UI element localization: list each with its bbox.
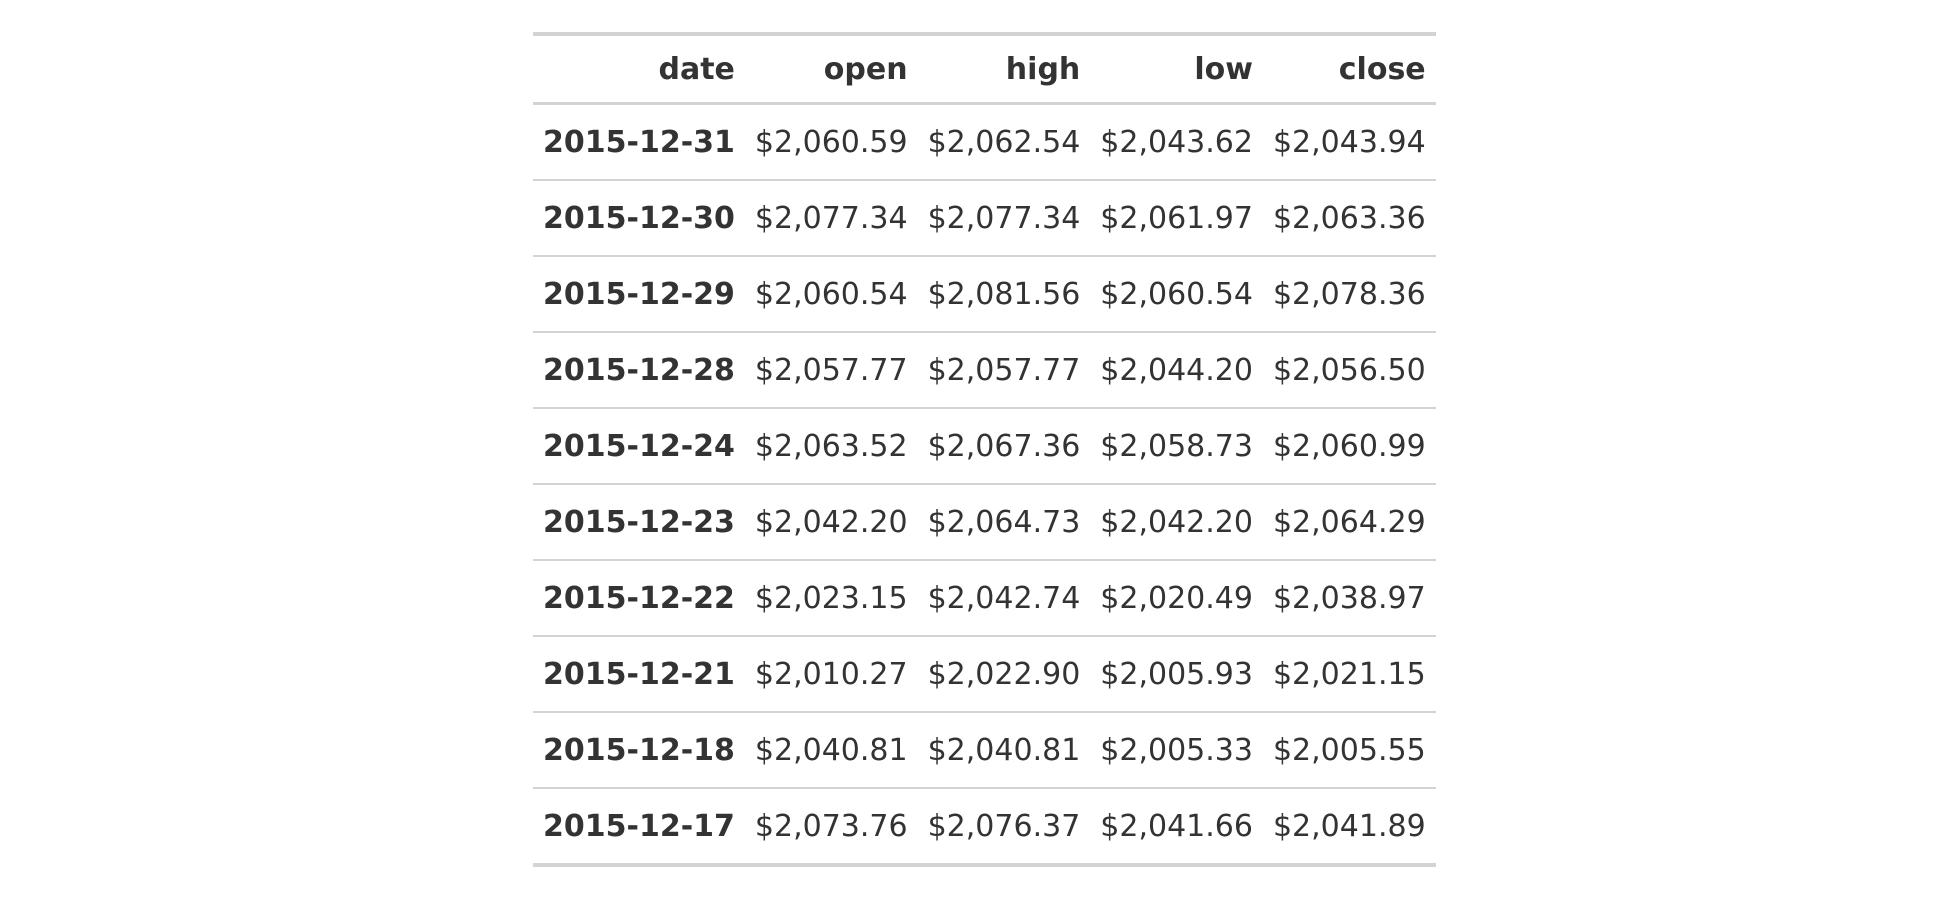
- cell-close: $2,041.89: [1272, 808, 1426, 844]
- cell-close: $2,005.55: [1272, 732, 1426, 768]
- cell-open: $2,060.54: [754, 276, 908, 312]
- table-row: 2015-12-22 $2,023.15 $2,042.74 $2,020.49 $2,…: [533, 560, 1436, 636]
- stock-price-table: date open high low close 2015-12-31 $2,06…: [533, 32, 1436, 867]
- cell-date: 2015-12-21: [543, 656, 735, 692]
- table-row: 2015-12-28 $2,057.77 $2,057.77 $2,044.20 $2,…: [533, 332, 1436, 408]
- cell-low: $2,005.33: [1100, 732, 1253, 768]
- cell-high: $2,081.56: [927, 276, 1081, 312]
- cell-open: $2,063.52: [754, 428, 908, 464]
- cell-low: $2,058.73: [1100, 428, 1253, 464]
- cell-close: $2,060.99: [1272, 428, 1426, 464]
- cell-open: $2,060.59: [754, 124, 908, 160]
- cell-close: $2,078.36: [1272, 276, 1426, 312]
- column-header-close: close: [1338, 51, 1426, 87]
- cell-open: $2,023.15: [754, 580, 908, 616]
- cell-open: $2,010.27: [754, 656, 908, 692]
- cell-close: $2,064.29: [1272, 504, 1426, 540]
- cell-close: $2,038.97: [1272, 580, 1426, 616]
- cell-date: 2015-12-30: [543, 200, 735, 236]
- cell-low: $2,043.62: [1100, 124, 1253, 160]
- cell-date: 2015-12-29: [543, 276, 735, 312]
- table-body: 2015-12-31 $2,060.59 $2,062.54 $2,043.62 $2,…: [533, 104, 1436, 865]
- cell-open: $2,042.20: [754, 504, 908, 540]
- table-container: date open high low close 2015-12-31 $2,06…: [533, 32, 1436, 867]
- cell-high: $2,077.34: [927, 200, 1081, 236]
- cell-high: $2,040.81: [927, 732, 1081, 768]
- table-row: 2015-12-24 $2,063.52 $2,067.36 $2,058.73 $2,…: [533, 408, 1436, 484]
- header-row: date open high low close: [533, 34, 1436, 104]
- cell-date: 2015-12-23: [543, 504, 735, 540]
- cell-low: $2,005.93: [1100, 656, 1253, 692]
- cell-open: $2,073.76: [754, 808, 908, 844]
- cell-low: $2,020.49: [1100, 580, 1253, 616]
- cell-low: $2,044.20: [1100, 352, 1253, 388]
- cell-low: $2,042.20: [1100, 504, 1253, 540]
- cell-close: $2,056.50: [1272, 352, 1426, 388]
- cell-high: $2,067.36: [927, 428, 1081, 464]
- cell-high: $2,062.54: [927, 124, 1081, 160]
- cell-close: $2,021.15: [1272, 656, 1426, 692]
- column-header-open: open: [823, 51, 908, 87]
- table-row: 2015-12-23 $2,042.20 $2,064.73 $2,042.20 $2,…: [533, 484, 1436, 560]
- cell-open: $2,040.81: [754, 732, 908, 768]
- cell-open: $2,057.77: [754, 352, 908, 388]
- table-header: date open high low close: [533, 34, 1436, 104]
- table-row: 2015-12-18 $2,040.81 $2,040.81 $2,005.33 $2,…: [533, 712, 1436, 788]
- column-header-low: low: [1194, 51, 1253, 87]
- cell-open: $2,077.34: [754, 200, 908, 236]
- table-row: 2015-12-30 $2,077.34 $2,077.34 $2,061.97 $2,…: [533, 180, 1436, 256]
- cell-date: 2015-12-22: [543, 580, 735, 616]
- column-header-date: date: [658, 51, 735, 87]
- table-row: 2015-12-17 $2,073.76 $2,076.37 $2,041.66 $2,…: [533, 788, 1436, 865]
- cell-close: $2,063.36: [1272, 200, 1426, 236]
- cell-high: $2,042.74: [927, 580, 1081, 616]
- table-row: 2015-12-31 $2,060.59 $2,062.54 $2,043.62 $2,…: [533, 104, 1436, 180]
- cell-high: $2,057.77: [927, 352, 1081, 388]
- cell-low: $2,061.97: [1100, 200, 1253, 236]
- column-header-high: high: [1005, 51, 1081, 87]
- cell-high: $2,064.73: [927, 504, 1081, 540]
- table-row: 2015-12-21 $2,010.27 $2,022.90 $2,005.93 $2,…: [533, 636, 1436, 712]
- cell-close: $2,043.94: [1272, 124, 1426, 160]
- cell-low: $2,041.66: [1100, 808, 1253, 844]
- cell-high: $2,022.90: [927, 656, 1081, 692]
- table-row: 2015-12-29 $2,060.54 $2,081.56 $2,060.54 $2,…: [533, 256, 1436, 332]
- cell-date: 2015-12-24: [543, 428, 735, 464]
- cell-date: 2015-12-17: [543, 808, 735, 844]
- cell-date: 2015-12-28: [543, 352, 735, 388]
- cell-date: 2015-12-31: [543, 124, 735, 160]
- cell-low: $2,060.54: [1100, 276, 1253, 312]
- cell-date: 2015-12-18: [543, 732, 735, 768]
- cell-high: $2,076.37: [927, 808, 1081, 844]
